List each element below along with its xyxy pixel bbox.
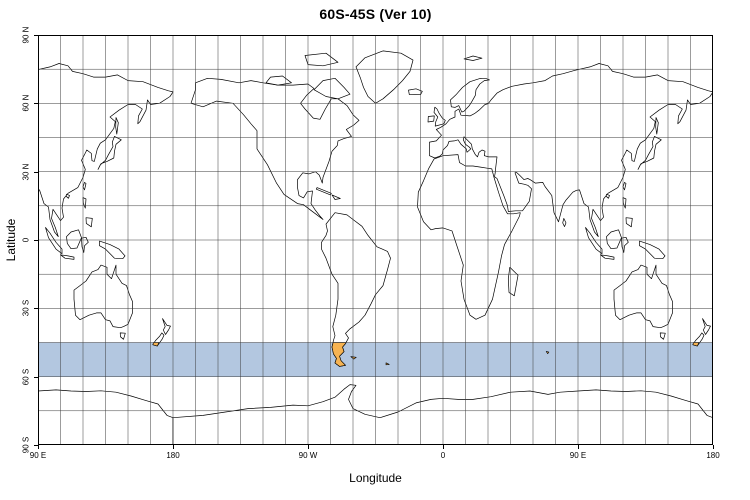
- land-mindanao: [625, 217, 633, 228]
- highlight-falkland_islands: [350, 356, 357, 360]
- land-great_britain: [433, 106, 446, 127]
- plot-border: [38, 35, 713, 445]
- land-cuba: [315, 187, 332, 196]
- land-hainan: [605, 193, 610, 199]
- land-java: [60, 254, 75, 260]
- land-hispaniola: [331, 194, 341, 200]
- land-new_guinea: [99, 240, 126, 260]
- x-tick-label: 180: [706, 451, 720, 460]
- y-tick-label: 0: [21, 237, 31, 243]
- land-victoria_island: [265, 75, 292, 86]
- world-map-svg: [38, 35, 713, 445]
- land-borneo: [66, 229, 82, 250]
- x-tick-mark: [173, 445, 174, 449]
- land-ireland: [427, 115, 435, 123]
- land-java: [600, 254, 615, 260]
- land-taiwan: [622, 182, 627, 191]
- x-tick-label: 180: [166, 451, 180, 460]
- y-tick-label: 30 S: [21, 300, 31, 317]
- land-eurasia: [429, 63, 713, 237]
- land-australia: [73, 264, 133, 329]
- land-greenland: [355, 50, 414, 104]
- land-madagascar: [507, 266, 519, 297]
- x-tick-label: 90 W: [298, 451, 318, 460]
- land-north_america: [190, 77, 360, 220]
- land-tasmania: [119, 332, 126, 340]
- highlight-south_georgia: [385, 362, 390, 366]
- x-tick-mark: [578, 445, 579, 449]
- x-tick-mark: [443, 445, 444, 449]
- land-tasmania: [659, 332, 666, 340]
- land-luzon: [82, 197, 87, 209]
- land-sulawesi: [81, 236, 89, 253]
- land-hainan: [65, 193, 70, 199]
- land-ellesmere_island: [304, 52, 339, 67]
- x-axis-label: Longitude: [349, 471, 402, 485]
- y-tick-mark: [34, 445, 38, 446]
- land-borneo: [606, 229, 622, 250]
- x-tick-mark: [308, 445, 309, 449]
- highlight-kerguelen: [545, 351, 550, 354]
- land-nz_north_island: [702, 318, 711, 335]
- land-sulawesi: [621, 236, 629, 253]
- land-japan: [97, 136, 122, 170]
- land-iceland: [408, 88, 423, 96]
- y-tick-label: 90 N: [21, 26, 31, 44]
- y-axis-label: Latitude: [4, 218, 18, 262]
- y-tick-label: 90 S: [21, 436, 31, 454]
- x-tick-label: 0: [440, 451, 446, 460]
- chart-title: 60S-45S (Ver 10): [319, 6, 432, 22]
- land-baffin_island: [313, 77, 351, 100]
- highlight-patagonia_south_of_45s: [331, 342, 347, 367]
- land-svalbard: [463, 55, 483, 61]
- land-sakhalin: [655, 117, 659, 135]
- land-sumatra: [585, 227, 603, 255]
- land-eurasia: [38, 63, 174, 237]
- x-tick-label: 90 E: [569, 451, 587, 460]
- x-tick-label: 90 E: [29, 451, 47, 460]
- land-new_guinea: [639, 240, 666, 260]
- y-tick-label: 30 N: [21, 163, 31, 181]
- land-sri_lanka: [562, 218, 567, 227]
- land-luzon: [622, 197, 627, 209]
- map-plot: [38, 35, 713, 445]
- y-tick-label: 60 N: [21, 94, 31, 112]
- land-mindanao: [85, 217, 93, 228]
- land-japan: [637, 136, 662, 170]
- land-sumatra: [45, 227, 63, 255]
- x-tick-mark: [38, 445, 39, 449]
- y-tick-label: 60 S: [21, 368, 31, 385]
- land-australia: [613, 264, 673, 329]
- x-tick-mark: [713, 445, 714, 449]
- land-taiwan: [82, 182, 87, 191]
- land-scandinavia: [450, 77, 490, 113]
- land-nz_north_island: [162, 318, 171, 335]
- land-sakhalin: [115, 117, 119, 135]
